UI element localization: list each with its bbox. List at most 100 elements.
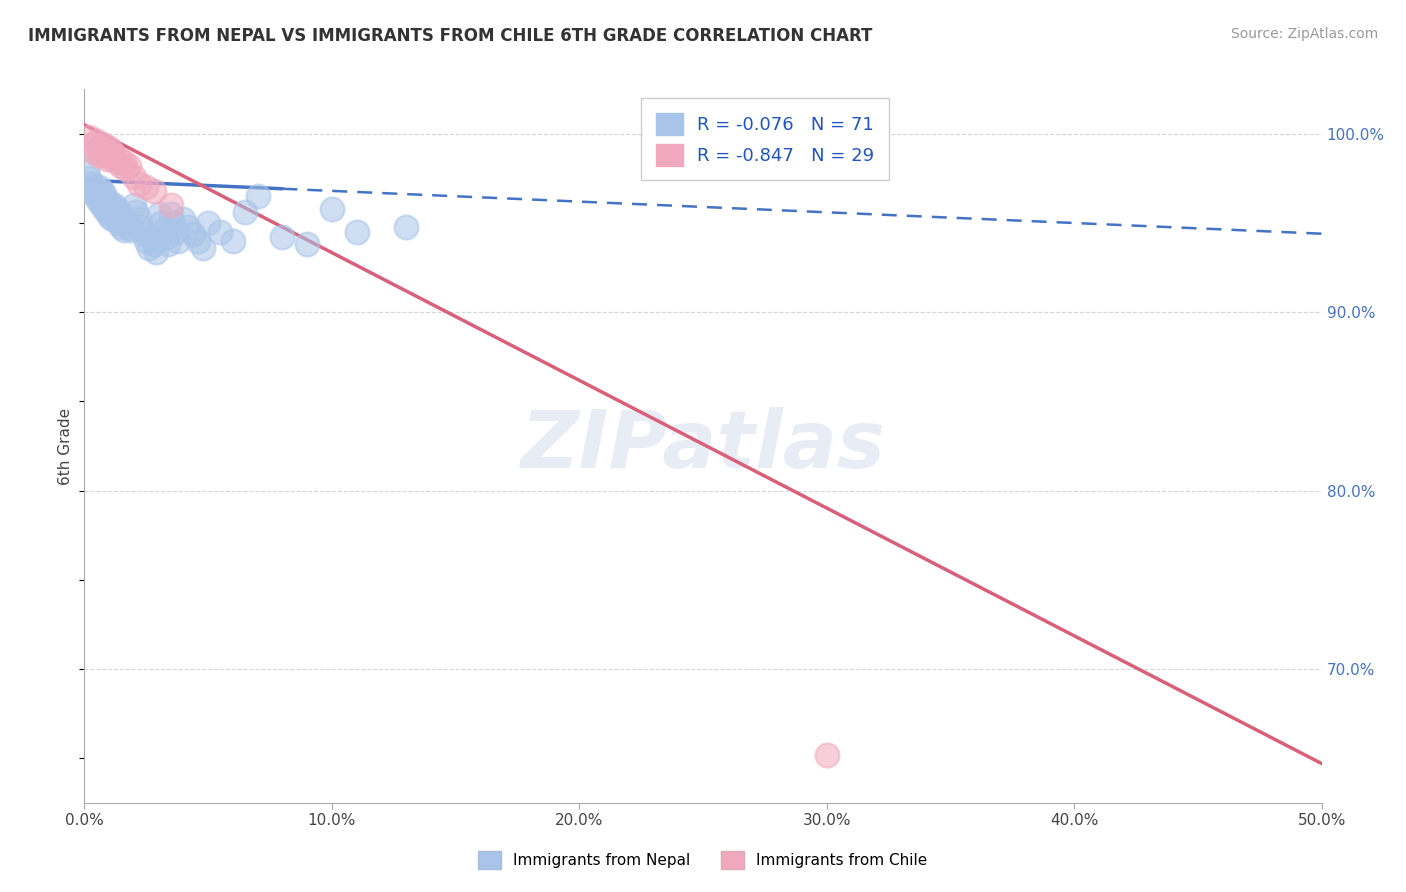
Point	[115, 216, 138, 230]
Point	[100, 152, 122, 166]
Point	[271, 230, 294, 244]
Legend: Immigrants from Nepal, Immigrants from Chile: Immigrants from Nepal, Immigrants from C…	[472, 845, 934, 875]
Point	[76, 162, 98, 177]
Point	[93, 148, 115, 162]
Point	[132, 227, 155, 241]
Point	[98, 194, 121, 209]
Point	[138, 241, 160, 255]
Point	[295, 237, 318, 252]
Point	[181, 227, 204, 241]
Point	[141, 230, 163, 244]
Point	[93, 202, 115, 216]
Text: IMMIGRANTS FROM NEPAL VS IMMIGRANTS FROM CHILE 6TH GRADE CORRELATION CHART: IMMIGRANTS FROM NEPAL VS IMMIGRANTS FROM…	[28, 27, 873, 45]
Point	[103, 148, 125, 162]
Point	[150, 216, 173, 230]
Point	[96, 198, 118, 212]
Point	[100, 212, 122, 227]
Y-axis label: 6th Grade: 6th Grade	[58, 408, 73, 484]
Point	[157, 237, 180, 252]
Point	[209, 225, 232, 239]
Point	[93, 187, 115, 202]
Point	[167, 234, 190, 248]
Point	[395, 219, 418, 234]
Point	[160, 198, 183, 212]
Point	[86, 134, 108, 148]
Point	[187, 234, 209, 248]
Point	[128, 212, 150, 227]
Point	[122, 169, 145, 184]
Point	[108, 152, 131, 166]
Point	[222, 234, 245, 248]
Point	[155, 230, 177, 244]
Point	[89, 141, 111, 155]
Point	[86, 191, 108, 205]
Point	[83, 145, 105, 159]
Point	[108, 216, 131, 230]
Point	[110, 159, 132, 173]
Point	[191, 241, 214, 255]
Point	[93, 137, 115, 152]
Point	[135, 180, 157, 194]
Point	[145, 244, 167, 259]
Point	[162, 216, 184, 230]
Point	[98, 202, 121, 216]
Point	[122, 198, 145, 212]
Point	[246, 189, 269, 203]
Point	[80, 137, 103, 152]
Point	[108, 205, 131, 219]
Point	[79, 171, 101, 186]
Point	[142, 237, 165, 252]
Point	[93, 194, 115, 209]
Point	[172, 212, 194, 227]
Point	[105, 155, 128, 169]
Point	[103, 198, 125, 212]
Point	[86, 184, 108, 198]
Point	[96, 205, 118, 219]
Point	[83, 187, 105, 202]
Point	[80, 177, 103, 191]
Point	[96, 145, 118, 159]
Point	[89, 148, 111, 162]
Point	[89, 187, 111, 202]
Point	[90, 137, 112, 152]
Point	[142, 184, 165, 198]
Point	[98, 141, 121, 155]
Point	[96, 152, 118, 166]
Text: Source: ZipAtlas.com: Source: ZipAtlas.com	[1230, 27, 1378, 41]
Point	[90, 191, 112, 205]
Point	[128, 177, 150, 191]
Point	[125, 205, 148, 219]
Point	[89, 194, 111, 209]
Legend: R = -0.076   N = 71, R = -0.847   N = 29: R = -0.076 N = 71, R = -0.847 N = 29	[641, 98, 889, 180]
Point	[100, 145, 122, 159]
Point	[80, 184, 103, 198]
Point	[110, 219, 132, 234]
Point	[177, 219, 200, 234]
Point	[152, 223, 174, 237]
Point	[112, 223, 135, 237]
Point	[233, 205, 256, 219]
Point	[321, 202, 343, 216]
Point	[165, 225, 187, 239]
Point	[118, 219, 141, 234]
Point	[346, 225, 368, 239]
Point	[79, 130, 101, 145]
Point	[110, 209, 132, 223]
Point	[112, 212, 135, 227]
Point	[135, 234, 157, 248]
Point	[90, 198, 112, 212]
Point	[90, 145, 112, 159]
Point	[103, 209, 125, 223]
Point	[120, 223, 142, 237]
Point	[815, 747, 838, 762]
Point	[105, 202, 128, 216]
Point	[98, 148, 121, 162]
Point	[100, 205, 122, 219]
Point	[112, 155, 135, 169]
Text: ZIPatlas: ZIPatlas	[520, 407, 886, 485]
Point	[105, 212, 128, 227]
Point	[129, 219, 152, 234]
Point	[160, 207, 183, 221]
Point	[115, 162, 138, 177]
Point	[89, 180, 111, 194]
